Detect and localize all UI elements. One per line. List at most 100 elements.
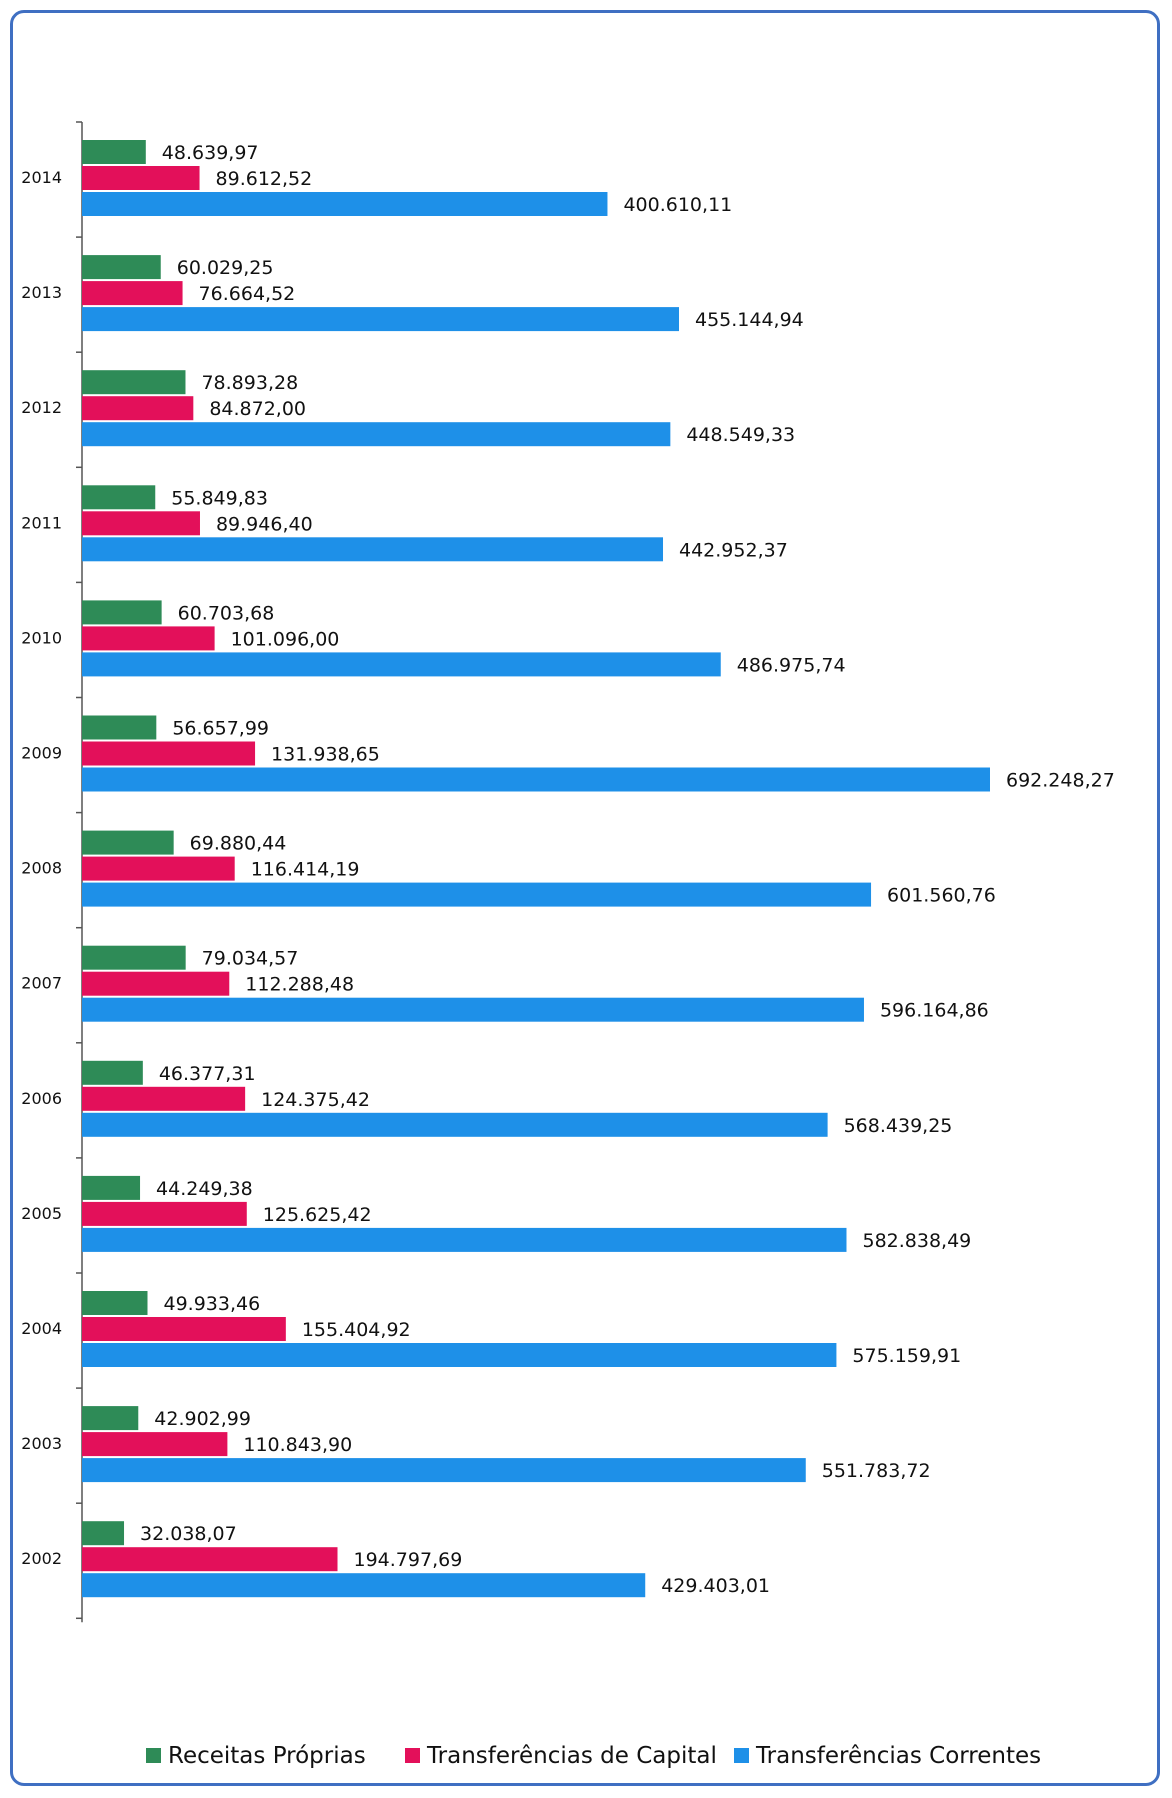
bar-2003-1	[82, 1432, 228, 1457]
data-label-2006-1: 124.375,42	[261, 1089, 370, 1111]
data-label-2007-1: 112.288,48	[245, 974, 354, 996]
bar-2011-1	[82, 511, 200, 536]
category-label-2006: 2006	[21, 1089, 62, 1108]
bar-2007-0	[82, 945, 186, 970]
bar-2002-2	[82, 1573, 646, 1598]
data-label-2014-1: 89.612,52	[216, 168, 313, 190]
bar-2014-2	[82, 192, 608, 216]
bar-2012-0	[82, 370, 186, 395]
bar-2007-1	[82, 971, 230, 996]
bar-2011-2	[82, 537, 664, 562]
data-label-2004-0: 49.933,46	[163, 1293, 260, 1315]
bar-2014-0	[82, 140, 146, 164]
data-label-2009-1: 131.938,65	[271, 744, 380, 766]
bar-2010-0	[82, 600, 162, 625]
data-label-2012-1: 84.872,00	[209, 398, 306, 420]
data-label-2010-1: 101.096,00	[231, 628, 340, 650]
category-label-2013: 2013	[21, 283, 62, 302]
data-label-2012-2: 448.549,33	[686, 424, 795, 446]
bar-2012-1	[82, 396, 194, 421]
bar-2005-2	[82, 1227, 847, 1252]
bar-2009-0	[82, 715, 157, 740]
data-label-2013-2: 455.144,94	[695, 309, 804, 331]
bar-2013-2	[82, 307, 679, 332]
bar-2009-2	[82, 767, 990, 792]
bar-2009-1	[82, 741, 256, 766]
bar-2012-2	[82, 422, 671, 447]
bar-2014-1	[82, 166, 200, 190]
data-label-2002-0: 32.038,07	[140, 1523, 237, 1545]
bar-2004-2	[82, 1343, 837, 1367]
data-label-2002-1: 194.797,69	[354, 1549, 463, 1571]
category-label-2002: 2002	[21, 1549, 62, 1568]
category-label-2014: 2014	[21, 168, 62, 187]
category-label-2007: 2007	[21, 974, 62, 993]
data-label-2012-0: 78.893,28	[201, 372, 298, 394]
data-label-2008-1: 116.414,19	[251, 859, 360, 881]
data-label-2010-2: 486.975,74	[737, 654, 846, 676]
category-label-2008: 2008	[21, 859, 62, 878]
category-label-2011: 2011	[21, 513, 62, 532]
data-label-2002-2: 429.403,01	[661, 1575, 770, 1597]
category-label-2005: 2005	[21, 1204, 62, 1223]
data-label-2003-2: 551.783,72	[822, 1460, 931, 1482]
category-label-2009: 2009	[21, 744, 62, 763]
bar-2006-1	[82, 1086, 246, 1111]
bar-2004-1	[82, 1317, 286, 1341]
category-label-2012: 2012	[21, 398, 62, 417]
data-label-2008-2: 601.560,76	[887, 885, 996, 907]
data-label-2009-0: 56.657,99	[172, 718, 269, 740]
legend: Receitas Próprias Transferências de Capit…	[146, 1743, 1041, 1769]
bar-2010-1	[82, 626, 215, 651]
data-label-2007-2: 596.164,86	[880, 1000, 989, 1022]
data-label-2007-0: 79.034,57	[202, 948, 299, 970]
bar-2005-0	[82, 1175, 141, 1200]
data-label-2008-0: 69.880,44	[190, 833, 287, 855]
bar-2013-0	[82, 255, 161, 280]
legend-swatch-0	[146, 1748, 161, 1763]
bar-2002-1	[82, 1547, 338, 1572]
data-label-2004-2: 575.159,91	[852, 1345, 961, 1367]
label-layer: 48.639,97 89.612,52 400.610,11 60.029,25 76.…	[140, 142, 1115, 1597]
data-label-2005-1: 125.625,42	[263, 1204, 372, 1226]
data-label-2006-0: 46.377,31	[159, 1063, 256, 1085]
bar-2010-2	[82, 652, 721, 677]
data-label-2003-1: 110.843,90	[243, 1434, 352, 1456]
bar-2011-0	[82, 485, 156, 510]
data-label-2004-1: 155.404,92	[302, 1319, 411, 1341]
category-label-2010: 2010	[21, 628, 62, 647]
legend-swatch-1	[405, 1748, 420, 1763]
bar-2006-0	[82, 1060, 143, 1085]
bar-2003-0	[82, 1406, 139, 1431]
bar-2013-1	[82, 281, 183, 306]
data-label-2013-0: 60.029,25	[177, 257, 274, 279]
legend-swatch-2	[734, 1748, 749, 1763]
legend-label-1: Transferências de Capital	[426, 1743, 717, 1769]
bar-2008-2	[82, 882, 872, 907]
axis-layer: 2014 2013 2012 2011 2010 2009 2008 2007 2006 2005…	[21, 121, 83, 1623]
bar-2008-0	[82, 830, 174, 855]
bar-2004-0	[82, 1291, 148, 1315]
data-label-2014-0: 48.639,97	[162, 142, 259, 164]
bar-layer	[82, 140, 990, 1598]
data-label-2011-1: 89.946,40	[216, 513, 313, 535]
data-label-2010-0: 60.703,68	[178, 602, 275, 624]
category-label-2004: 2004	[21, 1319, 62, 1338]
bar-2002-0	[82, 1521, 125, 1546]
bar-2008-1	[82, 856, 235, 881]
legend-label-2: Transferências Correntes	[755, 1743, 1041, 1769]
bar-2007-2	[82, 997, 864, 1022]
bar-2003-2	[82, 1458, 806, 1483]
data-label-2009-2: 692.248,27	[1006, 770, 1115, 792]
data-label-2005-0: 44.249,38	[156, 1178, 253, 1200]
data-label-2003-0: 42.902,99	[154, 1408, 251, 1430]
data-label-2011-0: 55.849,83	[171, 487, 268, 509]
data-label-2011-2: 442.952,37	[679, 539, 788, 561]
data-label-2005-2: 582.838,49	[862, 1230, 971, 1252]
data-label-2006-2: 568.439,25	[844, 1115, 953, 1137]
category-label-2003: 2003	[21, 1434, 62, 1453]
bar-2006-2	[82, 1112, 828, 1137]
legend-label-0: Receitas Próprias	[168, 1743, 366, 1769]
data-label-2014-2: 400.610,11	[623, 194, 732, 216]
